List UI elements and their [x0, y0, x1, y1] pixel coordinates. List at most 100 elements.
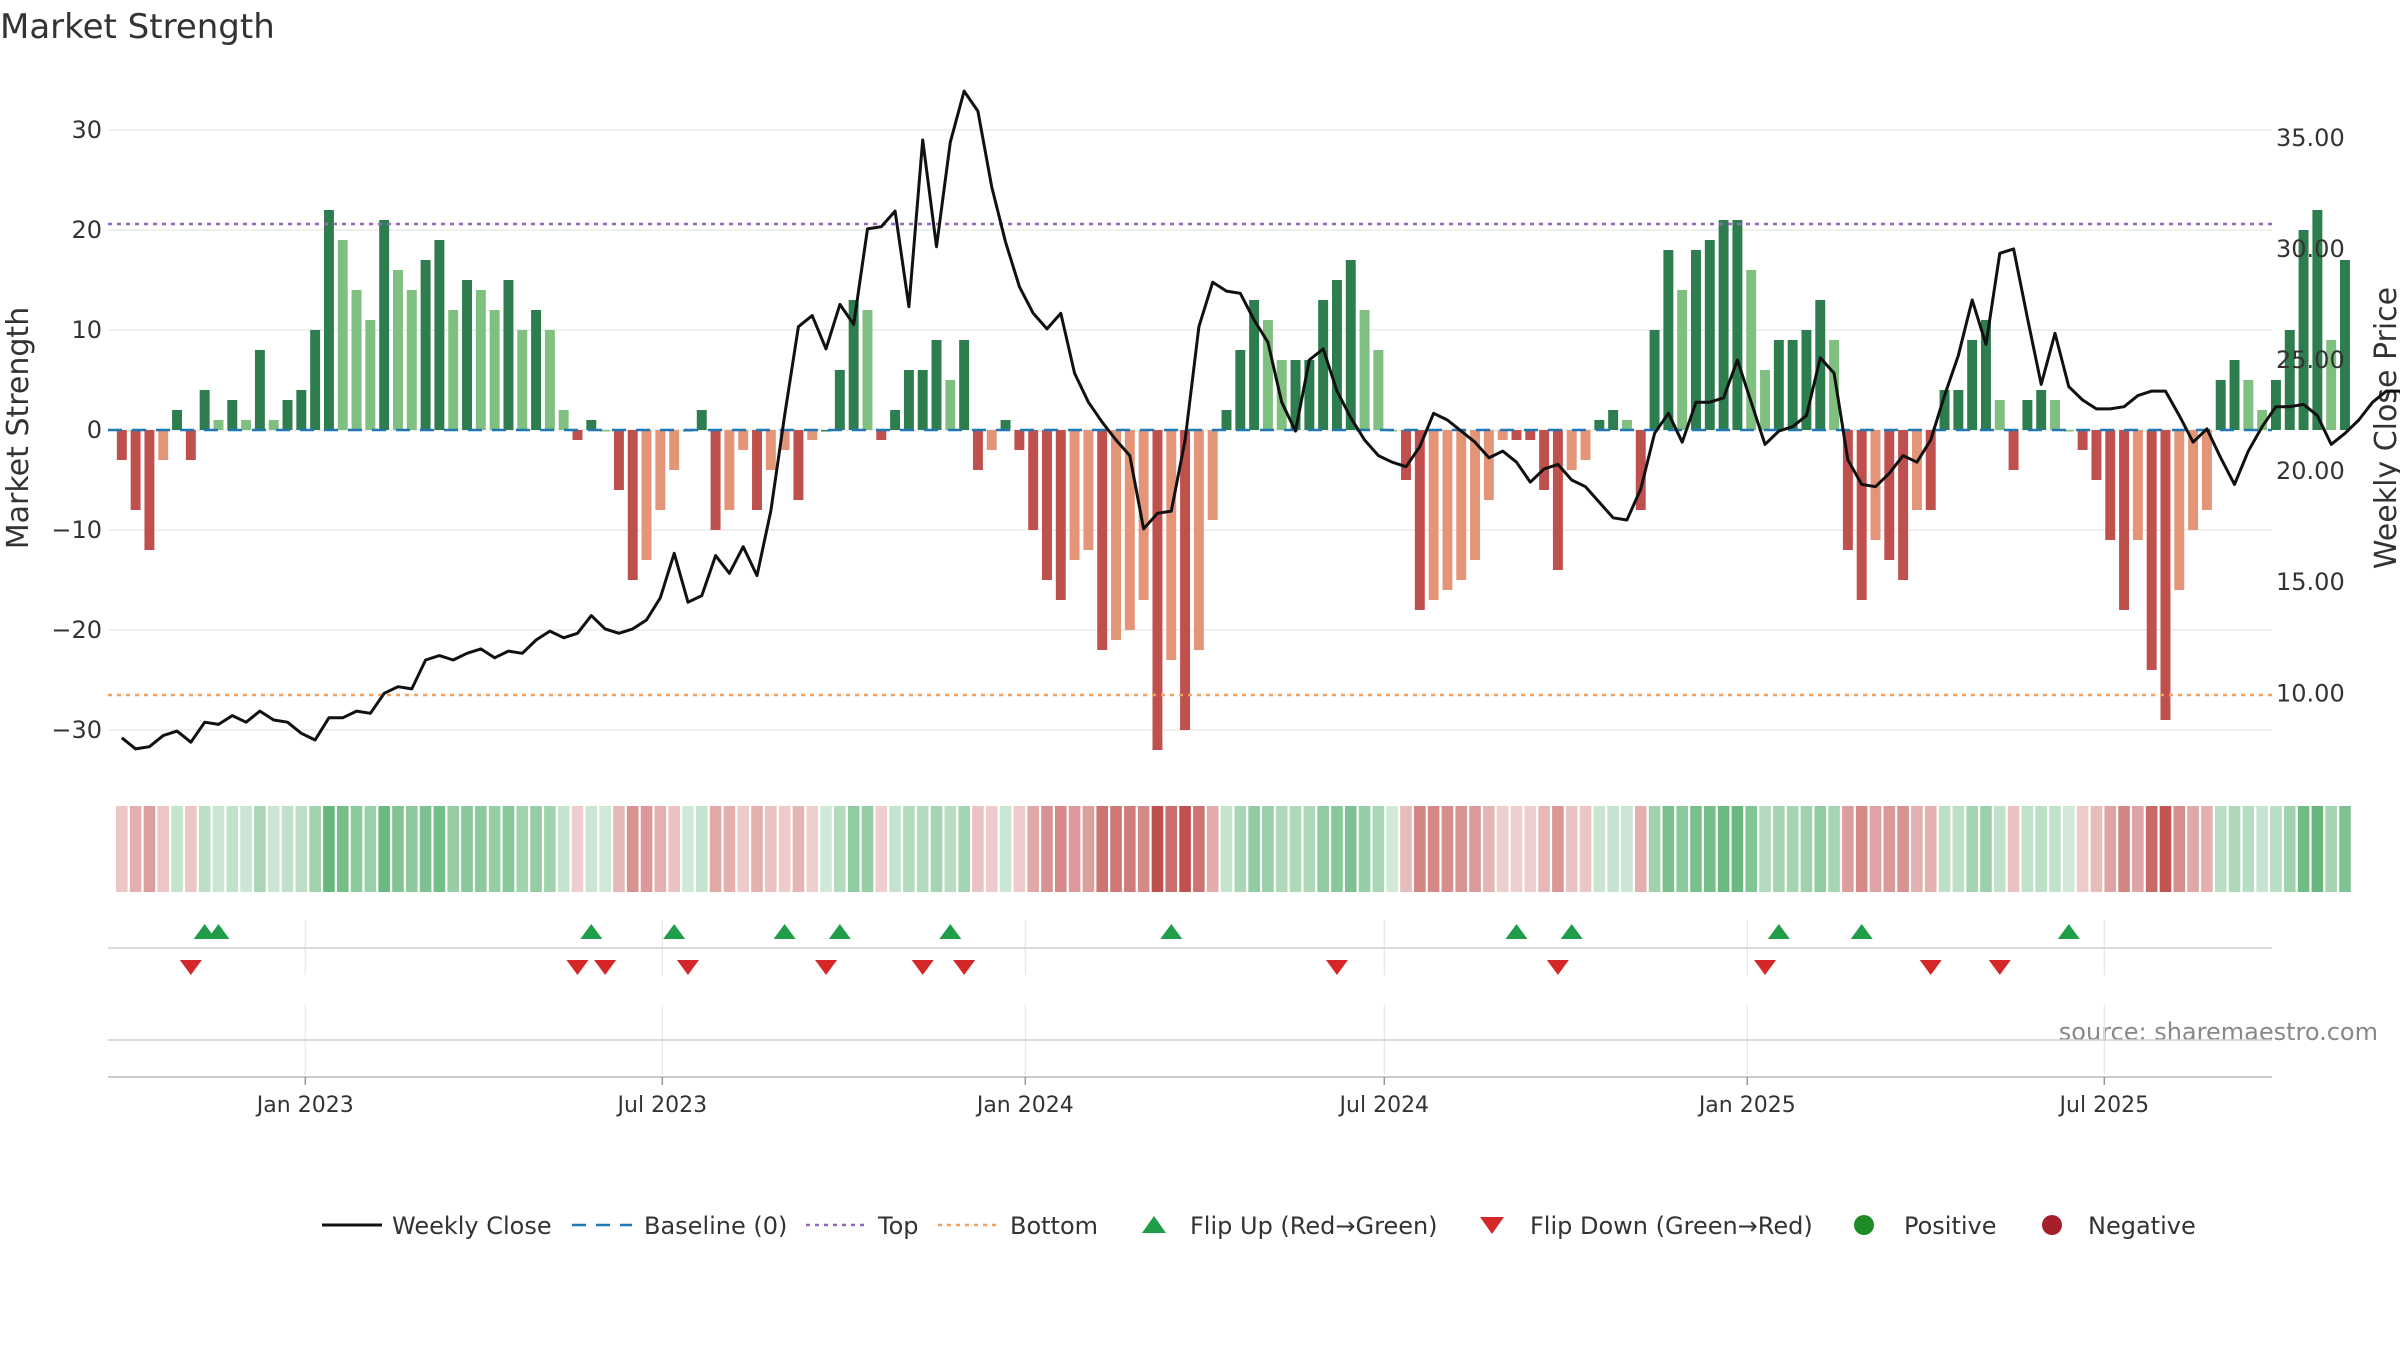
strength-bar	[738, 430, 749, 450]
strength-bar	[2077, 430, 2088, 450]
flip-down-marker	[179, 960, 202, 975]
heat-cell	[1842, 806, 1854, 892]
heat-cell	[1469, 806, 1481, 892]
strength-bar	[489, 310, 500, 430]
strength-bars	[116, 210, 2350, 750]
heat-cell	[1165, 806, 1178, 892]
strength-bar	[1594, 420, 1605, 430]
strength-bar	[1552, 430, 1563, 570]
x-tick-label: Jan 2025	[1697, 1093, 1796, 1118]
heat-cell	[1483, 806, 1495, 892]
flip-down-marker	[676, 960, 699, 975]
heat-cell	[2145, 806, 2158, 892]
strength-bar	[351, 290, 362, 430]
heat-cell	[1552, 806, 1564, 892]
left-tick-label: 20	[71, 216, 102, 244]
strength-bar	[1069, 430, 1080, 560]
heat-cell	[392, 806, 404, 892]
strength-bar	[2188, 430, 2199, 530]
legend-label: Baseline (0)	[644, 1212, 787, 1240]
strength-bar	[959, 340, 970, 430]
heat-cell	[1455, 806, 1468, 892]
flip-down-marker	[1988, 960, 2011, 975]
right-tick-label: 20.00	[2276, 457, 2345, 485]
strength-bar	[1815, 300, 1826, 430]
heat-cell	[2339, 806, 2351, 892]
legend-label: Negative	[2088, 1212, 2196, 1240]
strength-bar	[393, 270, 403, 430]
heat-cell	[1690, 806, 1702, 892]
strength-bar	[2036, 390, 2047, 430]
strength-bar	[462, 280, 472, 430]
strength-bar	[1428, 430, 1439, 600]
heat-cell	[1621, 806, 1633, 892]
strength-bar	[1180, 430, 1191, 730]
strength-bar	[2174, 430, 2185, 590]
strength-bar	[1566, 430, 1577, 470]
heat-cell	[1773, 806, 1785, 892]
x-axis: Jan 2023 Jul 2023 Jan 2024 Jul 2024 Jan 2025…	[108, 1076, 2272, 1118]
heat-cell	[254, 806, 266, 892]
heat-cell	[2256, 806, 2268, 892]
strength-bar	[1580, 430, 1591, 460]
strength-bar	[1456, 430, 1467, 580]
heat-cell	[1538, 806, 1550, 892]
strength-bar	[213, 420, 224, 430]
strength-bar	[1608, 410, 1619, 430]
strength-bar	[1842, 430, 1853, 550]
strength-bar	[254, 350, 265, 430]
heat-cell	[1206, 806, 1219, 892]
strength-bar	[558, 410, 569, 430]
x-tick-label: Jul 2025	[2058, 1093, 2150, 1118]
strength-bar	[1442, 430, 1453, 590]
chart-title: Market Strength	[0, 7, 275, 47]
heat-cell	[2076, 806, 2089, 892]
strength-bar	[1483, 430, 1494, 500]
heat-cell	[765, 806, 777, 892]
strength-bar	[1345, 260, 1356, 430]
strength-bar	[1525, 430, 1536, 440]
strength-bar	[1911, 430, 1922, 510]
heat-cell	[1193, 806, 1205, 892]
strength-bar	[752, 430, 762, 510]
strength-bar	[310, 330, 321, 430]
strength-bar	[862, 310, 873, 430]
strength-bar	[848, 300, 859, 430]
strength-bar	[586, 420, 597, 430]
x-tick-label: Jul 2024	[1338, 1093, 1430, 1118]
heat-cell	[226, 806, 239, 892]
left-tick-label: 0	[87, 416, 102, 444]
heat-cell	[1027, 806, 1039, 892]
strength-bar	[1042, 430, 1052, 580]
heat-cell	[2297, 806, 2310, 892]
heat-cell	[1897, 806, 1909, 892]
strength-bar	[1028, 430, 1039, 530]
strength-bar	[2050, 400, 2060, 430]
strength-bar	[241, 420, 252, 430]
legend: Weekly Close Baseline (0) Top Bottom Flip Up…	[322, 1212, 2196, 1240]
strength-bar	[323, 210, 334, 430]
strength-bar	[1318, 300, 1329, 430]
strength-bar	[1511, 430, 1522, 440]
strength-bar	[2340, 260, 2350, 430]
heat-cell	[1441, 806, 1454, 892]
legend-swatch-positive	[1854, 1215, 1874, 1235]
flip-up-marker	[773, 924, 796, 939]
strength-bar	[1373, 350, 1384, 430]
x-tick-label: Jan 2024	[975, 1093, 1074, 1118]
strength-heat-strip	[116, 806, 2351, 892]
strength-bar	[1207, 430, 1218, 520]
strength-bar	[1760, 370, 1770, 430]
heat-cell	[157, 806, 170, 892]
strength-bar	[2201, 430, 2212, 510]
strength-bar	[779, 430, 790, 450]
strength-bar	[572, 430, 583, 440]
flip-up-marker	[207, 924, 230, 939]
left-tick-label: −10	[51, 516, 102, 544]
flip-up-marker	[1560, 924, 1583, 939]
heat-cell	[2187, 806, 2199, 892]
heat-cell	[834, 806, 846, 892]
strength-bar	[1801, 330, 1812, 430]
heat-cell	[2283, 806, 2296, 892]
heat-cell	[1800, 806, 1813, 892]
